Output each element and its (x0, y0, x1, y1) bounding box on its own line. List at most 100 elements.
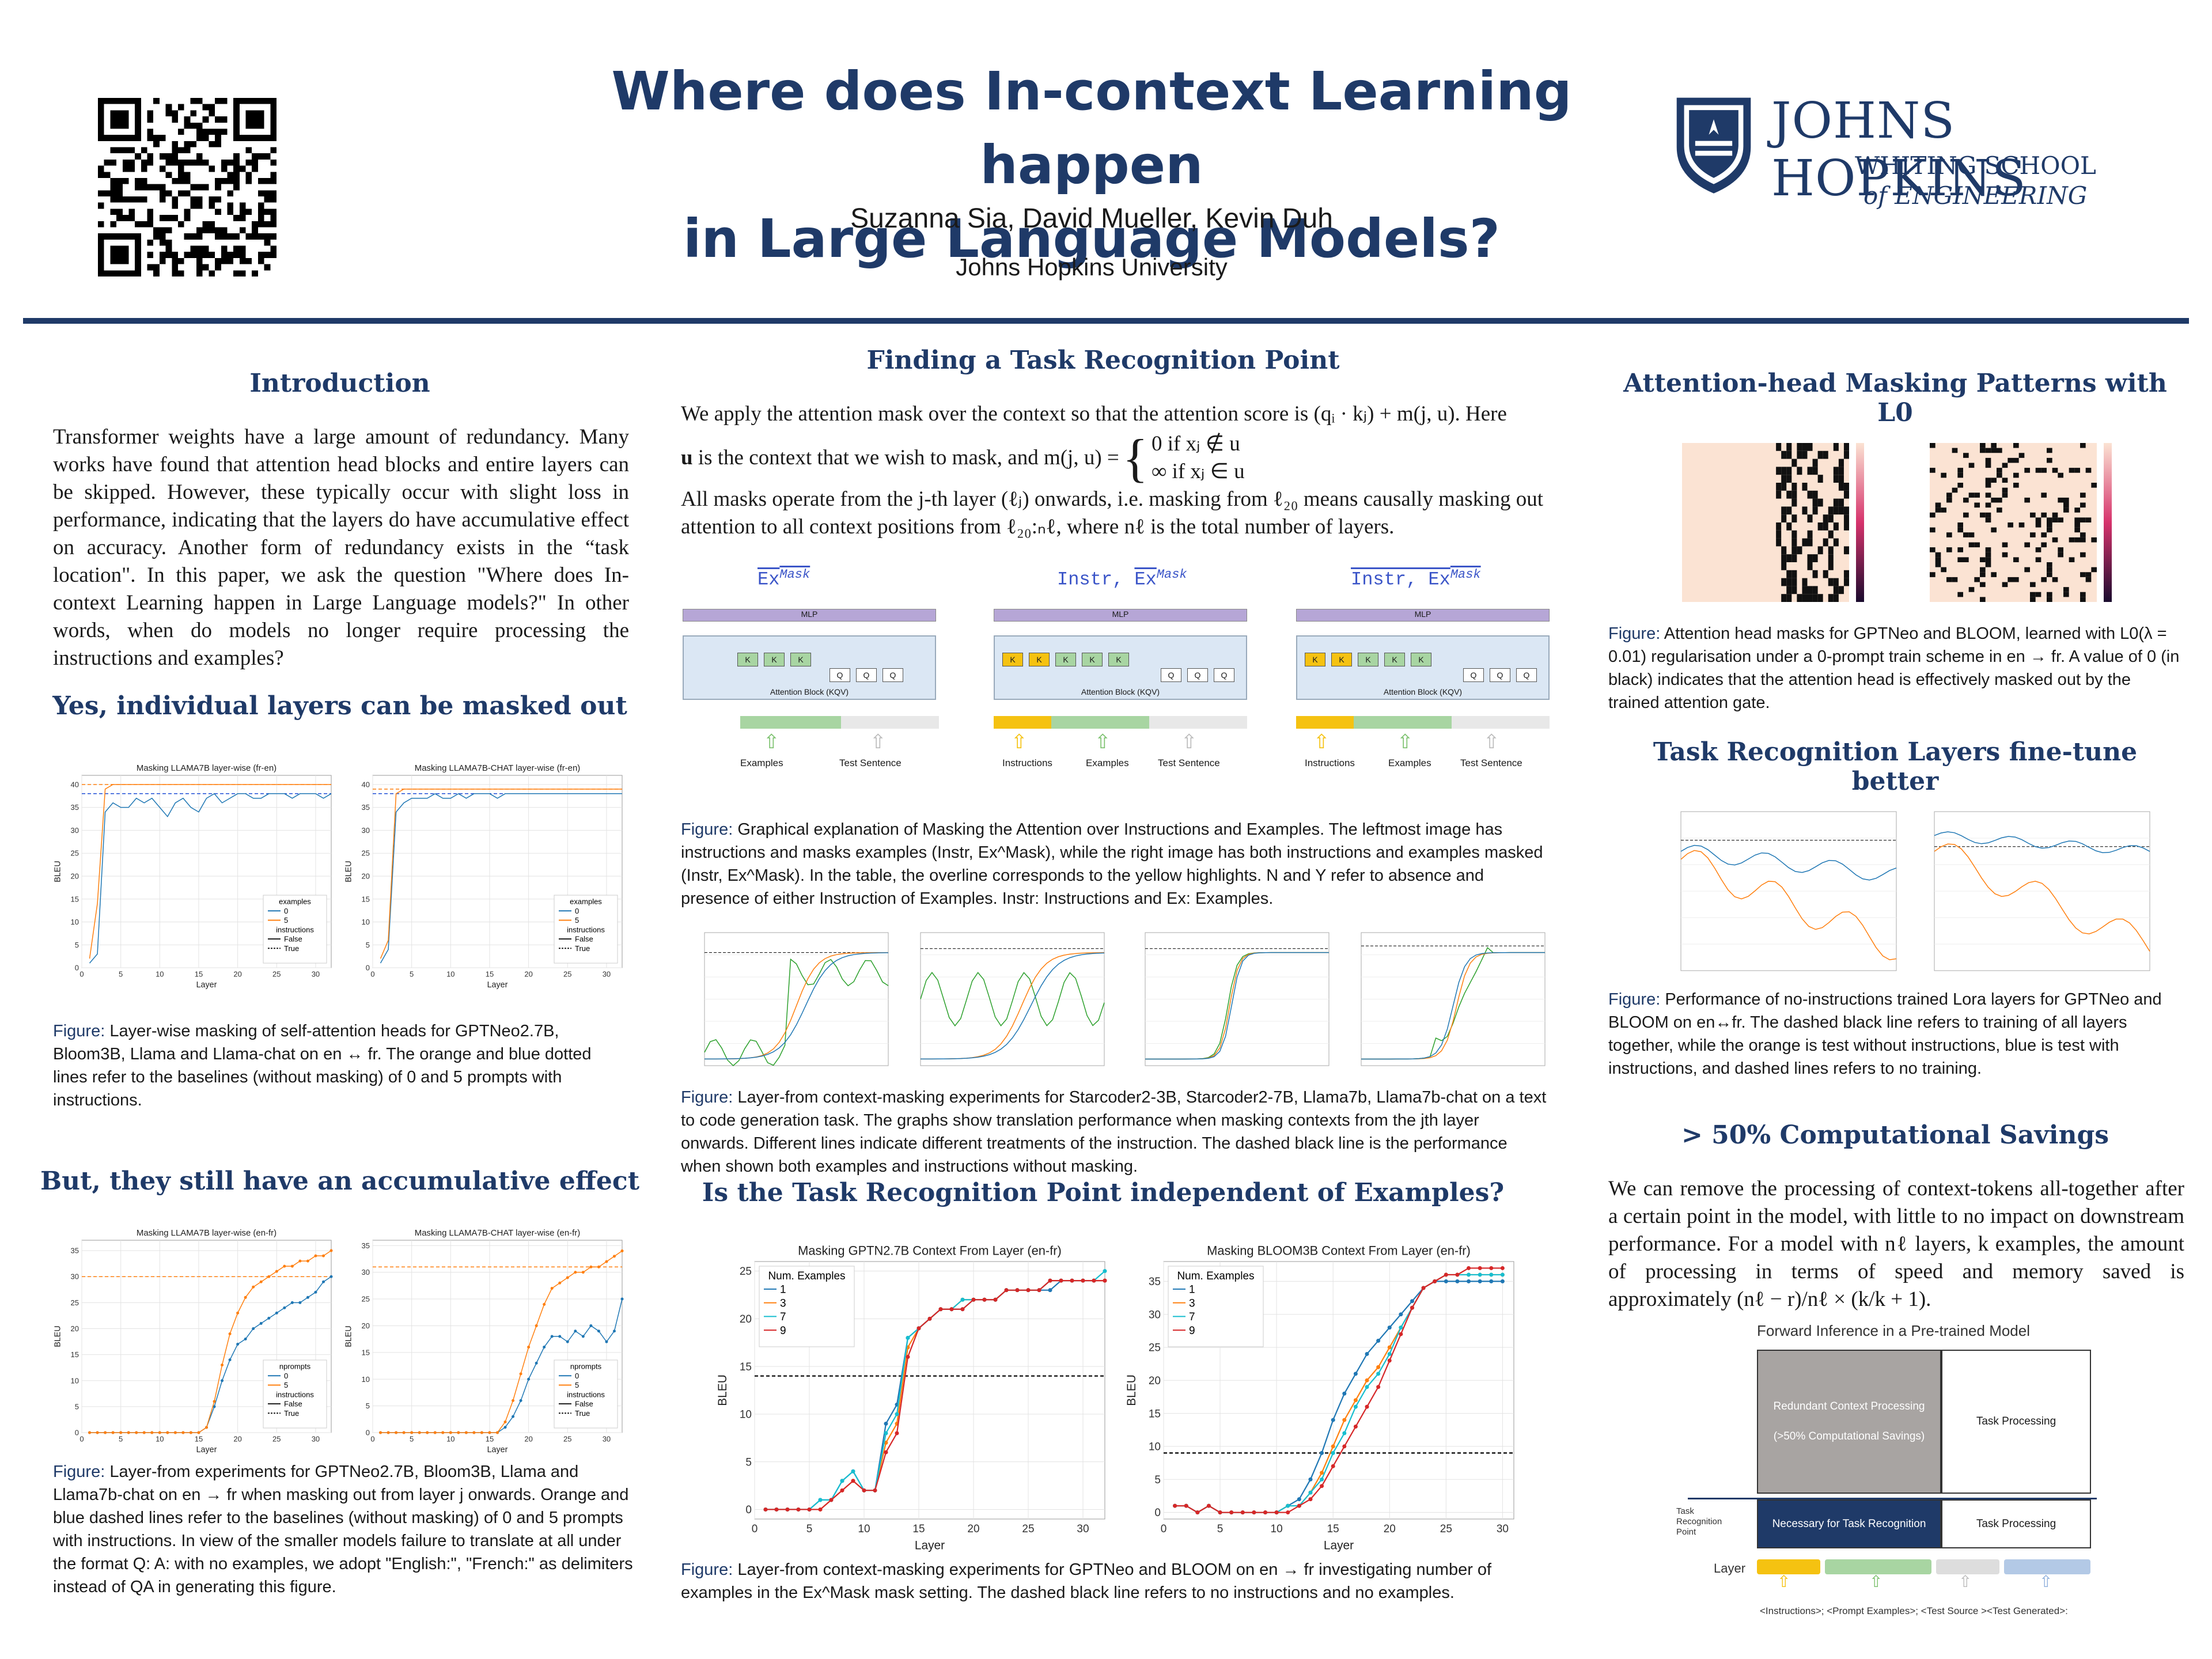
data-point (873, 1488, 877, 1493)
masked-head-cell (1974, 493, 1980, 498)
data-point (1059, 1278, 1063, 1283)
x-tick-label: 0 (752, 1523, 758, 1535)
accumulative-heading: But, they still have an accumulative eff… (40, 1166, 640, 1196)
data-point (275, 1311, 278, 1315)
masked-head-cell (1985, 463, 1991, 468)
task-point-caption: Figure: Graphical explanation of Masking … (681, 820, 1543, 908)
y-tick-label: 10 (1149, 1441, 1161, 1453)
masked-head-cell (1817, 475, 1823, 483)
legend-entry: False (575, 1400, 593, 1408)
masked-head-cell (2085, 577, 2092, 582)
masked-head-cell (1797, 443, 1802, 451)
data-point (244, 1338, 247, 1341)
masked-head-cell (1843, 514, 1849, 522)
masked-head-cell (1963, 532, 1969, 537)
x-tick-label: 25 (272, 1435, 281, 1444)
y-tick-label: 20 (71, 1324, 79, 1333)
y-tick-label: 5 (366, 941, 370, 949)
masked-head-cell (1968, 532, 1975, 537)
x-tick-label: 25 (563, 1435, 571, 1444)
data-point (895, 1431, 899, 1435)
masked-head-cell (1985, 557, 1991, 562)
masked-head-cell (2080, 572, 2086, 577)
masked-head-cell (1802, 594, 1808, 602)
data-point (818, 1498, 823, 1502)
data-point (829, 1498, 834, 1502)
masked-head-cell (2013, 472, 2019, 478)
data-point (1387, 1358, 1392, 1363)
masked-head-cell (2052, 517, 2058, 522)
data-point (402, 1431, 406, 1434)
x-tick-label: 5 (806, 1523, 813, 1535)
masked-head-cell (1812, 586, 1818, 594)
data-point (1500, 1279, 1505, 1283)
data-point (1365, 1385, 1369, 1389)
masked-head-cell (1838, 498, 1844, 507)
masked-head-cell (1985, 562, 1991, 567)
data-point (1320, 1477, 1324, 1482)
masked-head-cell (1946, 497, 1952, 503)
y-tick-label: 10 (740, 1409, 752, 1421)
masked-head-cell (2085, 468, 2092, 473)
masked-head-cell (1843, 443, 1849, 451)
masked-head-cell (1776, 490, 1782, 499)
x-tick-label: 20 (967, 1523, 979, 1535)
data-point (1399, 1312, 1403, 1317)
masked-head-cell (2047, 562, 2052, 567)
legend-entry: 9 (1189, 1325, 1195, 1337)
data-point (1376, 1339, 1381, 1343)
masked-head-cell (1997, 468, 2002, 473)
savings-heading: > 50% Computational Savings (1681, 1120, 2109, 1150)
y-tick-label: 35 (71, 1247, 79, 1255)
data-point (1240, 1510, 1245, 1515)
masked-head-cell (1930, 443, 1936, 448)
masked-head-cell (1776, 483, 1782, 491)
data-point (228, 1332, 232, 1335)
data-point (472, 1431, 476, 1434)
legend-entry: False (284, 1400, 302, 1408)
masked-head-cell (1776, 443, 1782, 451)
data-point (1320, 1450, 1324, 1455)
data-point (496, 1431, 499, 1434)
data-point (535, 1324, 538, 1327)
masked-head-cell (1991, 572, 1997, 577)
data-point (321, 1254, 325, 1257)
data-point (1218, 1510, 1222, 1515)
y-tick-label: 5 (366, 1402, 370, 1410)
y-tick-label: 10 (362, 918, 370, 926)
masked-head-cell (1828, 562, 1834, 570)
y-tick-label: 40 (71, 780, 79, 789)
data-point (1103, 1278, 1107, 1283)
codegen-caption: Figure: Layer-from context-masking experi… (681, 1088, 1547, 1176)
intro-heading: Introduction (249, 369, 430, 398)
y-tick-label: 40 (362, 780, 370, 789)
masked-head-cell (1807, 467, 1813, 475)
series-line-5 (380, 789, 622, 959)
x-tick-label: 15 (195, 1435, 203, 1444)
data-point (574, 1271, 577, 1274)
masked-head-cell (1941, 472, 1946, 478)
data-point (1195, 1510, 1200, 1515)
finetune-caption: Figure: Performance of no-instructions tr… (1608, 990, 2162, 1078)
data-point (1252, 1510, 1256, 1515)
data-point (158, 1431, 161, 1434)
data-point (1342, 1391, 1347, 1396)
masked-head-cell (2091, 483, 2097, 488)
masked-head-cell (1802, 538, 1808, 547)
masked-out-heading: Yes, individual layers can be masked out (52, 691, 627, 721)
masked-head-cell (1791, 459, 1797, 467)
qr-code[interactable] (98, 98, 276, 276)
masked-head-cell (2080, 443, 2086, 448)
x-tick-label: 15 (912, 1523, 925, 1535)
y-axis-label: BLEU (344, 861, 353, 882)
masked-head-cell (1974, 577, 1980, 582)
legend-title: examples (570, 897, 602, 906)
y-tick-label: 15 (740, 1361, 752, 1373)
data-point (1297, 1503, 1301, 1508)
masked-head-cell (2002, 478, 2008, 483)
masked-head-cell (1968, 493, 1975, 498)
masked-head-cell (2047, 592, 2052, 597)
masked-head-cell (1997, 472, 2002, 478)
masked-head-cell (1791, 483, 1797, 491)
y-tick-label: 15 (362, 895, 370, 903)
